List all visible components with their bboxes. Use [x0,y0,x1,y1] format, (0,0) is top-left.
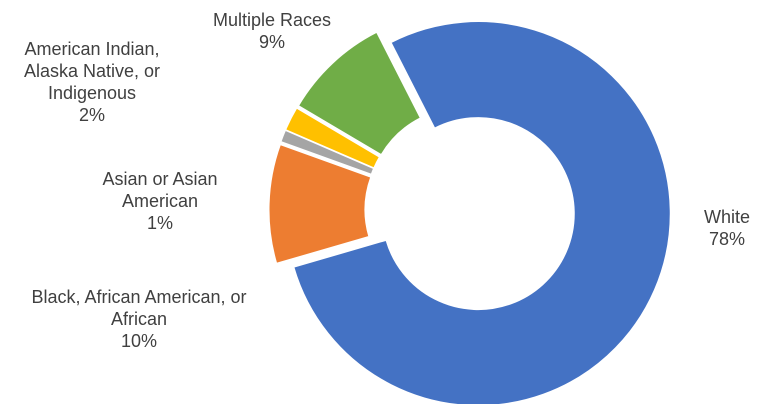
slice-label: Asian or Asian American 1% [85,168,235,234]
category-name: Black, African American, or African [31,287,247,329]
donut-slice [268,144,372,264]
category-name: White [703,207,750,227]
slice-label: White 78% [682,206,760,250]
category-name: American Indian, Alaska Native, or Indig… [23,39,161,103]
donut-slice [285,107,381,169]
value-label: 2% [78,105,105,125]
donut-slice [280,129,375,175]
value-label: 1% [146,213,173,233]
value-label: 9% [258,32,285,52]
value-label: 10% [120,331,158,351]
slice-label: Black, African American, or African 10% [4,286,274,352]
donut-slice [297,31,421,156]
category-name: Multiple Races [212,10,332,30]
value-label: 78% [708,229,746,249]
slice-label: American Indian, Alaska Native, or Indig… [7,38,177,126]
category-name: Asian or Asian American [102,169,218,211]
slice-label: Multiple Races 9% [192,9,352,53]
donut-slice [293,21,671,404]
